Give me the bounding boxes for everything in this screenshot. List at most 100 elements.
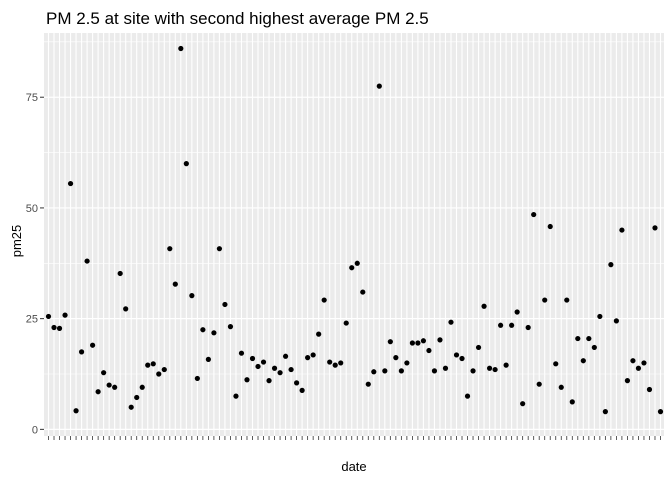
data-point [630,358,636,364]
data-point [492,366,498,373]
data-point [431,368,438,374]
data-point [310,352,316,358]
data-point [205,356,211,362]
data-point [332,362,338,368]
data-point [255,363,261,370]
data-point [470,368,476,374]
data-point [481,303,487,309]
data-point [95,389,101,395]
x-axis-title: date [341,459,366,474]
data-point [365,381,371,387]
y-tick-label: 25 [26,314,38,326]
data-point [398,368,404,374]
data-point [183,161,189,167]
data-point [426,347,432,354]
y-tick-label: 0 [32,424,38,436]
data-point [393,355,399,361]
data-point [222,301,228,308]
chart-title: PM 2.5 at site with second highest avera… [46,9,429,28]
data-point [376,83,382,89]
data-point [371,369,377,375]
data-point [657,409,664,415]
data-point [536,381,542,387]
data-point [486,365,493,371]
data-point [360,289,366,295]
data-point [260,359,267,365]
data-point [525,324,531,331]
axes: 0 25 50 75 [26,92,661,440]
data-point [249,355,256,362]
data-point [641,360,647,366]
data-point [178,45,184,52]
data-point [67,180,74,187]
data-point [299,387,305,393]
data-point [448,319,454,325]
data-point [200,327,206,333]
data-point [172,281,178,287]
data-point [415,340,421,346]
data-point [404,360,410,366]
data-point [294,380,300,386]
data-point [139,384,145,390]
data-point [602,409,608,415]
data-point [646,386,653,393]
data-point [112,384,118,390]
data-point [51,324,57,331]
y-tick-label: 50 [26,203,38,215]
data-point [45,313,52,320]
data-point [227,324,234,330]
data-point [520,401,526,407]
data-point [558,384,564,390]
data-point [580,358,586,364]
data-point [128,404,134,410]
data-point [277,370,283,376]
data-point [327,359,333,365]
data-point [56,325,63,331]
data-point [106,382,112,388]
data-point [387,339,393,345]
data-point [475,344,482,351]
data-point [464,393,471,399]
data-point [238,350,245,356]
y-axis-title: pm25 [9,225,24,258]
major-gridlines [44,33,664,436]
data-point [117,270,123,277]
data-point [266,378,272,384]
data-point [591,344,597,351]
data-point [608,262,614,268]
data-point [134,394,140,401]
data-point [624,378,631,384]
data-point [271,365,278,371]
data-point [354,260,360,266]
data-point [442,365,449,371]
data-point [233,393,239,399]
data-point [305,355,311,361]
data-point [282,353,289,359]
data-point [635,365,642,371]
data-point [409,340,415,346]
data-point [90,342,96,348]
data-point [216,246,223,252]
data-point [459,355,465,362]
data-point [575,335,581,342]
data-point [547,223,553,230]
data-point [453,352,460,358]
data-point [321,297,327,303]
data-point [150,361,156,367]
data-point [101,370,107,376]
data-point [123,306,129,312]
data-point [288,366,294,373]
data-point [564,297,570,303]
data-point [619,227,625,233]
data-point [211,330,217,336]
data-point [498,322,504,328]
data-point [509,322,515,328]
data-point [613,318,619,324]
data-point [553,361,559,367]
data-point [167,246,173,252]
data-point [316,331,322,337]
data-point [73,408,79,414]
data-point [62,312,68,318]
data-point [382,368,388,374]
